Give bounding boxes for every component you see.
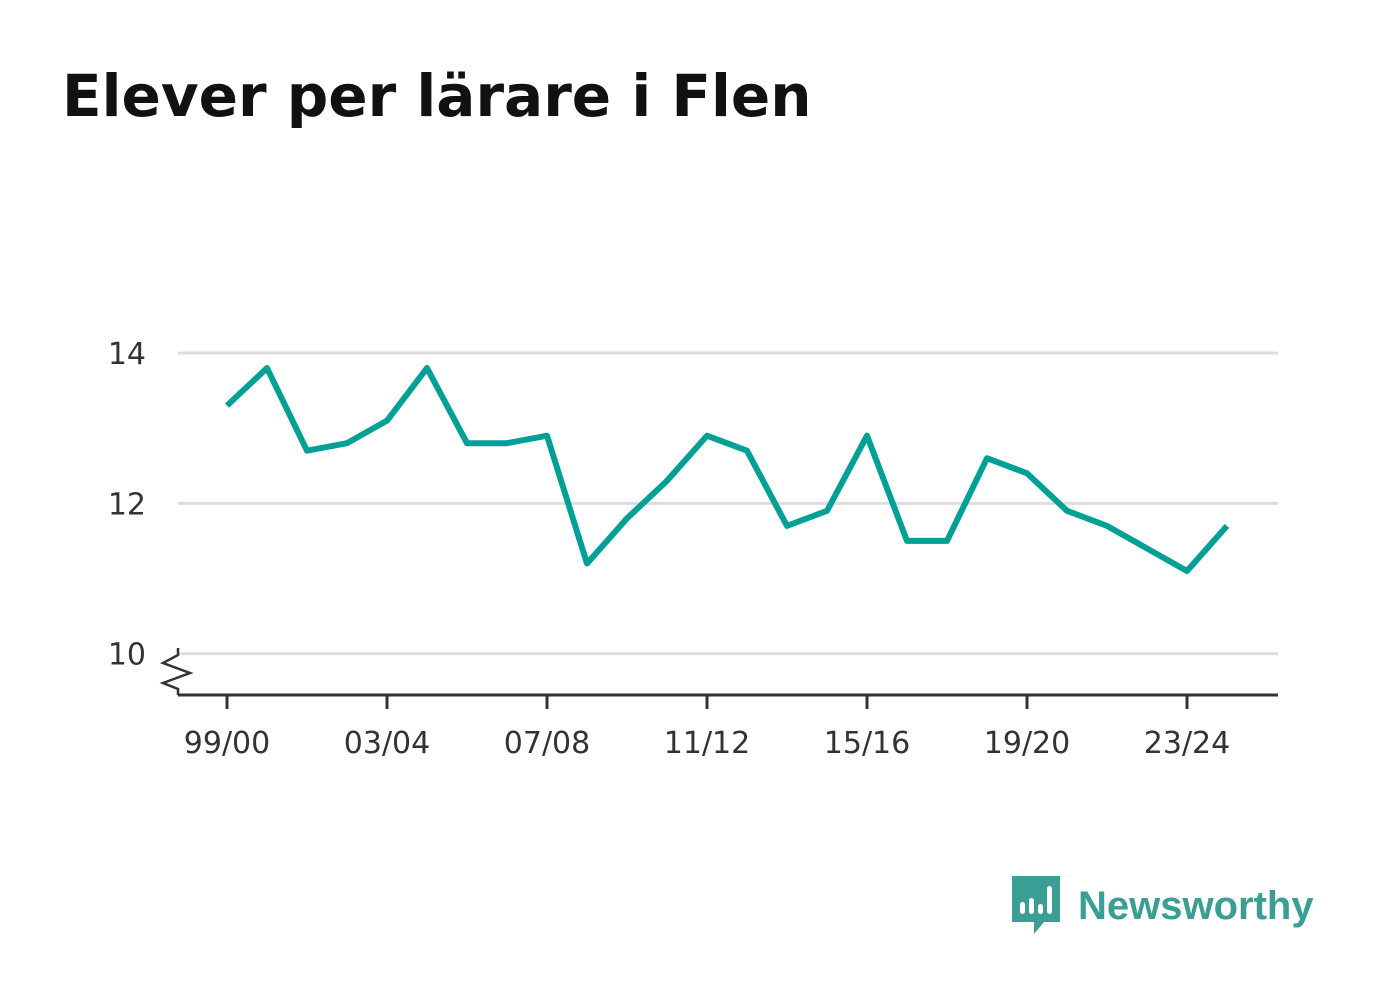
newsworthy-logo-icon [1012, 876, 1060, 934]
y-axis-ticks: 10 12 14 [108, 337, 146, 673]
x-tick-label: 11/12 [664, 726, 750, 761]
series-line [224, 365, 1230, 574]
grid-lines [178, 351, 1278, 656]
y-tick-label: 10 [108, 638, 146, 673]
newsworthy-brand[interactable]: Newsworthy [1010, 876, 1314, 936]
x-tick-label: 15/16 [824, 726, 910, 761]
x-tick-label: 07/08 [504, 726, 590, 761]
x-tick-label: 23/24 [1144, 726, 1230, 761]
y-tick-label: 14 [108, 337, 146, 372]
x-tick-label: 99/00 [184, 726, 270, 761]
brand-name: Newsworthy [1078, 884, 1314, 928]
x-tick-label: 19/20 [984, 726, 1070, 761]
axis-break-icon [159, 648, 194, 695]
chart-title: Elever per lärare i Flen [62, 62, 812, 130]
x-axis-ticks: 99/00 03/04 07/08 11/12 15/16 19/20 23/24 [184, 695, 1230, 761]
y-tick-label: 12 [108, 487, 146, 522]
x-tick-label: 03/04 [344, 726, 430, 761]
